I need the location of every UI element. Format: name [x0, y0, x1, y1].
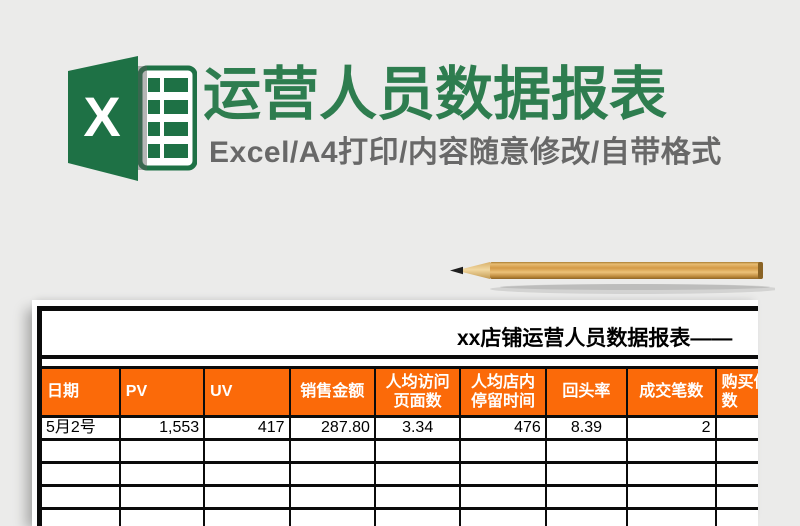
cell-return-rate: 8.39: [544, 415, 629, 441]
cell-pv: 1,553: [118, 415, 206, 441]
column-header-items-bought: 购买件数: [714, 366, 758, 418]
table-row: [38, 461, 758, 487]
column-header-return-rate: 回头率: [544, 366, 629, 418]
excel-logo-icon: X: [68, 56, 197, 181]
table-row: 5月2号 1,553 417 287.80 3.34 476 8.39 2: [38, 415, 758, 441]
table-row: [38, 507, 758, 526]
spreadsheet-preview: xx店铺运营人员数据报表—— 日期 PV UV 销售金额 人均访问页面数 人均店…: [32, 300, 758, 526]
cell-items-bought: [714, 415, 758, 441]
column-header-stay-time: 人均店内停留时间: [459, 366, 547, 418]
spacer-row: [39, 355, 758, 369]
column-header-sales: 销售金额: [288, 366, 376, 418]
cell-date: 5月2号: [38, 415, 121, 441]
cell-pages-per-visit: 3.34: [373, 415, 462, 441]
svg-text:X: X: [83, 85, 120, 148]
sheet-title-row: xx店铺运营人员数据报表——: [39, 307, 758, 359]
pencil-icon: [450, 262, 775, 294]
column-header-orders: 成交笔数: [626, 366, 717, 418]
cell-stay-time: 476: [459, 415, 547, 441]
spacer-cell: [39, 355, 758, 369]
column-header-pages-per-visit: 人均访问页面数: [373, 366, 462, 418]
page-title: 运营人员数据报表: [203, 62, 668, 127]
column-header-pv: PV: [118, 366, 206, 418]
cell-sales: 287.80: [288, 415, 376, 441]
cell-uv: 417: [203, 415, 291, 441]
cell-orders: 2: [626, 415, 717, 441]
column-header-row: 日期 PV UV 销售金额 人均访问页面数 人均店内停留时间 回头率 成交笔数 …: [38, 366, 758, 418]
table-row: [38, 438, 758, 464]
sheet-title: xx店铺运营人员数据报表——: [39, 307, 758, 359]
table-row: [38, 484, 758, 510]
column-header-uv: UV: [203, 366, 291, 418]
report-table: xx店铺运营人员数据报表—— 日期 PV UV 销售金额 人均访问页面数 人均店…: [37, 306, 758, 526]
column-header-date: 日期: [38, 366, 121, 418]
page-subtitle: Excel/A4打印/内容随意修改/自带格式: [209, 136, 722, 169]
